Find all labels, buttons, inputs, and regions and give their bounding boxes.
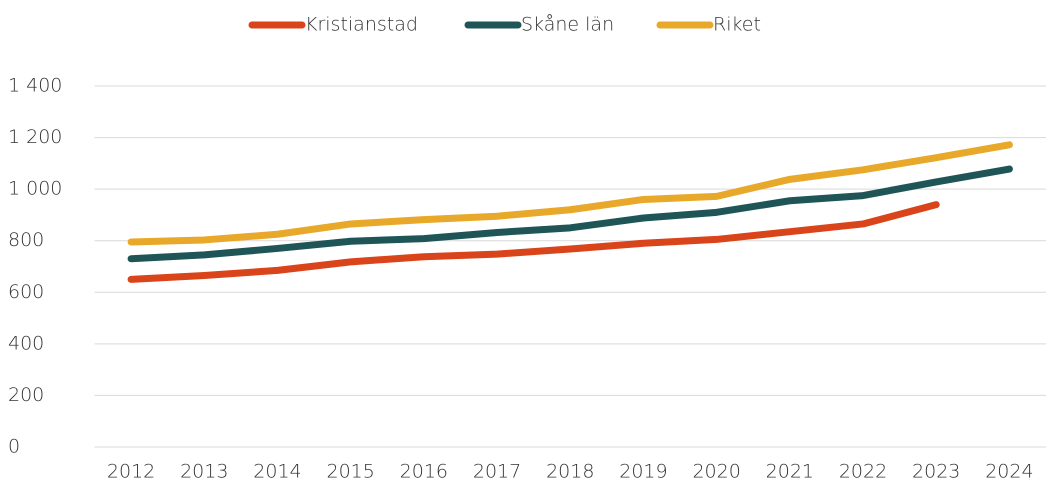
y-tick-label: 800: [8, 229, 44, 251]
y-tick-label: 1 000: [8, 178, 62, 200]
x-tick-label: 2021: [766, 461, 814, 483]
y-tick-label: 1 400: [8, 75, 62, 97]
x-tick-label: 2015: [326, 461, 374, 483]
legend-label: Kristianstad: [305, 14, 418, 36]
x-tick-label: 2020: [692, 461, 740, 483]
x-tick-label: 2022: [839, 461, 887, 483]
x-tick-label: 2018: [546, 461, 594, 483]
x-tick-label: 2013: [180, 461, 228, 483]
x-tick-label: 2019: [619, 461, 667, 483]
x-tick-label: 2016: [400, 461, 448, 483]
x-tick-label: 2014: [253, 461, 301, 483]
y-tick-label: 0: [8, 436, 20, 458]
x-tick-label: 2023: [912, 461, 960, 483]
y-tick-label: 1 200: [8, 126, 62, 148]
y-tick-label: 400: [8, 332, 44, 354]
x-tick-label: 2012: [107, 461, 155, 483]
series-line: [127, 201, 940, 283]
series-line: [127, 141, 1013, 246]
x-tick-label: 2024: [985, 461, 1033, 483]
legend-label: Riket: [713, 14, 761, 36]
y-tick-label: 600: [8, 281, 44, 303]
x-tick-label: 2017: [473, 461, 521, 483]
legend-label: Skåne län: [521, 14, 614, 36]
y-tick-label: 200: [8, 384, 44, 406]
series-line: [127, 165, 1013, 263]
